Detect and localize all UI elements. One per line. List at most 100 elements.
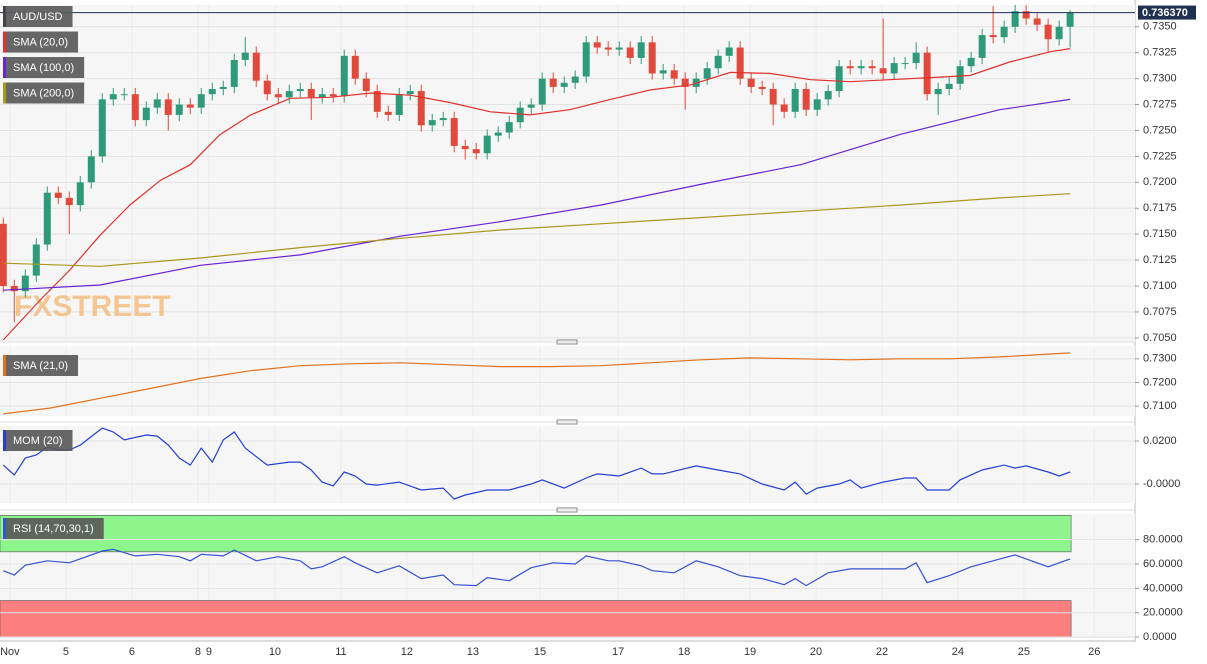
legend-label: SMA (21,0) bbox=[13, 360, 68, 372]
candle-body bbox=[714, 55, 722, 69]
legend-box bbox=[3, 82, 85, 104]
legend-label: AUD/USD bbox=[13, 11, 63, 23]
candle-body bbox=[263, 80, 271, 95]
candle-body bbox=[439, 118, 447, 121]
x-tick-label: 9 bbox=[206, 646, 212, 658]
candle-body bbox=[1000, 26, 1008, 38]
candle-body bbox=[208, 88, 216, 95]
indicator-line bbox=[2, 48, 1071, 341]
legend-box bbox=[3, 518, 104, 539]
legend-box bbox=[3, 6, 73, 27]
legend-swatch bbox=[3, 430, 6, 451]
candle-body bbox=[758, 86, 766, 89]
y-tick-label: 0.7050 bbox=[1143, 332, 1177, 344]
resize-handle bbox=[556, 507, 578, 513]
candle-body bbox=[241, 52, 249, 60]
y-tick-label: 0.7300 bbox=[1143, 73, 1177, 85]
candle-body bbox=[1033, 18, 1041, 25]
candle-body bbox=[516, 107, 524, 123]
candle-body bbox=[648, 42, 656, 74]
candle-body bbox=[428, 120, 436, 126]
y-tick-label: 0.7175 bbox=[1143, 202, 1177, 214]
candle-body bbox=[923, 52, 931, 95]
x-tick-label: 25 bbox=[1018, 646, 1030, 658]
y-tick-label: 0.7125 bbox=[1143, 254, 1177, 266]
legend-item: SMA (21,0) bbox=[3, 355, 79, 376]
candle-body bbox=[483, 135, 491, 154]
x-tick-label: 5 bbox=[63, 646, 69, 658]
candle-body bbox=[164, 99, 172, 115]
candle-body bbox=[1055, 26, 1063, 40]
candle-body bbox=[835, 66, 843, 92]
candle-body bbox=[362, 78, 370, 92]
candle-body bbox=[582, 42, 590, 77]
candle-body bbox=[373, 91, 381, 112]
candle-body bbox=[901, 63, 909, 65]
candle-body bbox=[153, 99, 161, 108]
legend-item: SMA (100,0) bbox=[3, 57, 85, 78]
candle-body bbox=[1022, 11, 1030, 19]
x-tick-label: 17 bbox=[612, 646, 624, 658]
candle-body bbox=[219, 86, 227, 89]
x-tick-label: Nov bbox=[0, 646, 20, 658]
legend-item: SMA (20,0) bbox=[3, 31, 79, 53]
y-tick-label: -0.0000 bbox=[1143, 478, 1180, 490]
x-tick-label: 10 bbox=[269, 646, 281, 658]
y-tick-label: 0.7200 bbox=[1143, 376, 1177, 388]
y-tick-label: 0.7200 bbox=[1143, 176, 1177, 188]
legend-label: SMA (20,0) bbox=[13, 36, 68, 48]
candle-body bbox=[780, 104, 788, 112]
legend-swatch bbox=[3, 82, 6, 104]
x-tick-label: 11 bbox=[335, 646, 346, 658]
legend-label: SMA (100,0) bbox=[13, 62, 74, 74]
candle-body bbox=[681, 78, 689, 87]
legend-item: MOM (20) bbox=[3, 430, 73, 451]
legend-label: RSI (14,70,30,1) bbox=[13, 523, 94, 535]
candle-body bbox=[54, 192, 62, 198]
candle-body bbox=[956, 66, 964, 84]
y-tick-label: 0.7100 bbox=[1143, 280, 1177, 292]
legend-swatch bbox=[3, 518, 6, 539]
candle-body bbox=[527, 104, 535, 108]
candle-body bbox=[637, 42, 645, 58]
candle-body bbox=[406, 91, 414, 95]
plot-area bbox=[0, 346, 1135, 416]
x-tick-label: 15 bbox=[534, 646, 546, 658]
candle-body bbox=[472, 149, 480, 154]
candle-body bbox=[538, 78, 546, 105]
candle-body bbox=[747, 78, 755, 87]
candle-body bbox=[87, 156, 95, 183]
candle-body bbox=[131, 94, 139, 121]
y-tick-label: 0.7350 bbox=[1143, 21, 1177, 33]
candle-body bbox=[978, 35, 986, 58]
candle-body bbox=[1044, 24, 1052, 40]
candle-body bbox=[1011, 11, 1019, 27]
candle-body bbox=[285, 91, 293, 98]
y-tick-label: 0.7250 bbox=[1143, 124, 1177, 136]
y-tick-label: 0.7325 bbox=[1143, 47, 1177, 59]
y-tick-label: 0.7075 bbox=[1143, 306, 1177, 318]
candle-body bbox=[802, 88, 810, 110]
candle-body bbox=[307, 88, 315, 98]
y-tick-label: 0.7275 bbox=[1143, 98, 1177, 110]
candle-body bbox=[725, 47, 733, 56]
candle-body bbox=[846, 66, 854, 69]
x-tick-label: 18 bbox=[678, 646, 690, 658]
candle-body bbox=[912, 52, 920, 64]
candle-body bbox=[868, 66, 876, 69]
legend-swatch bbox=[3, 6, 6, 27]
candle-body bbox=[65, 197, 73, 206]
indicator-line bbox=[3, 548, 1071, 587]
band bbox=[0, 515, 1072, 553]
indicator-line bbox=[3, 98, 1071, 291]
candle-body bbox=[384, 111, 392, 115]
candle-body bbox=[703, 68, 711, 79]
candle-body bbox=[351, 55, 359, 79]
candle-body bbox=[934, 88, 942, 95]
resize-handle bbox=[556, 419, 578, 425]
candle-body bbox=[945, 83, 953, 89]
candle-body bbox=[461, 146, 469, 150]
y-tick-label: 0.7225 bbox=[1143, 150, 1177, 162]
indicator-line bbox=[3, 352, 1071, 415]
candle-body bbox=[21, 275, 29, 292]
